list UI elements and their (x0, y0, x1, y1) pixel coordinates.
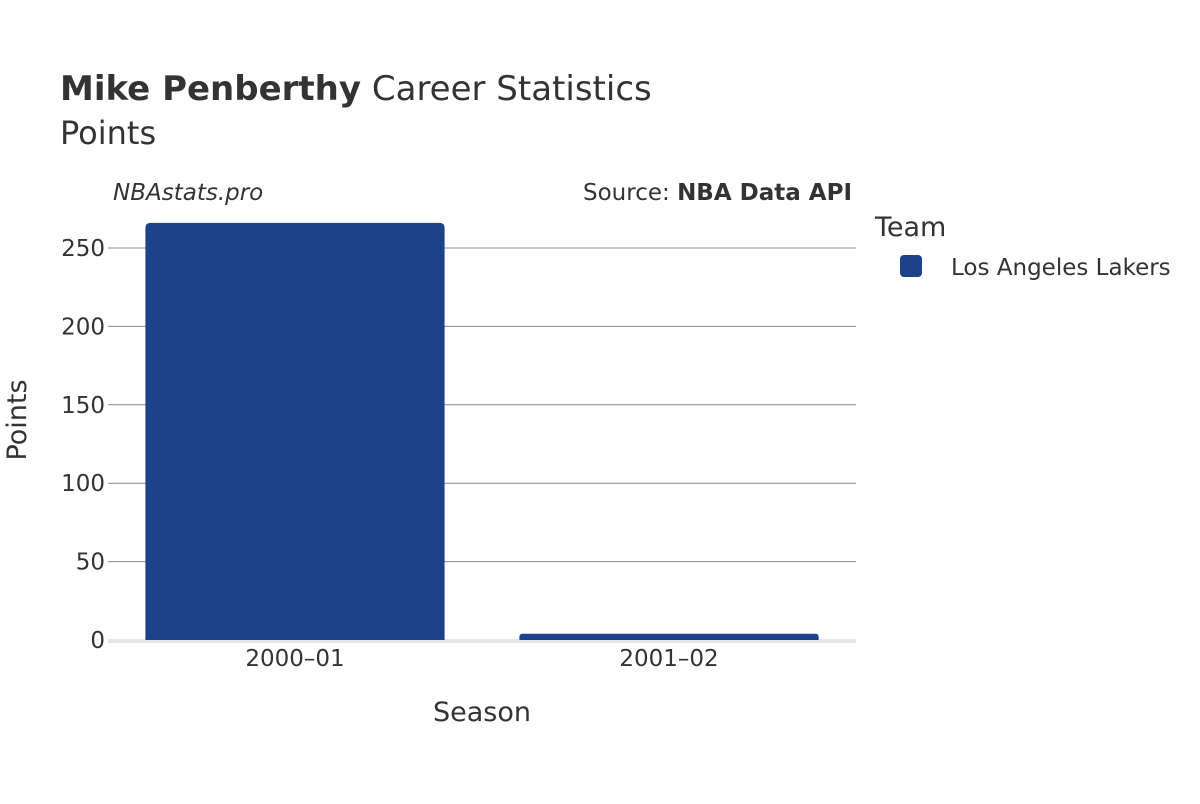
bars (145, 222, 819, 641)
y-tick-labels: 0 50 100 150 200 250 (61, 236, 105, 654)
y-axis-title: Points (2, 379, 33, 460)
legend-item-label: Los Angeles Lakers (951, 255, 1171, 281)
legend-swatch-lakers (900, 255, 922, 277)
source-name: NBA Data API (677, 180, 852, 206)
bar-2001–02[interactable] (519, 633, 819, 640)
chart-subtitle: Points (60, 114, 156, 152)
x-tick-labels: 2000–01 2001–02 (245, 646, 718, 672)
title-suffix: Career Statistics (361, 69, 652, 109)
y-tick-label: 100 (61, 471, 105, 497)
bar-2000–01[interactable] (145, 222, 445, 641)
y-tick-label: 150 (61, 393, 105, 419)
source-credit: Source: NBA Data API (583, 180, 852, 206)
y-tick-label: 200 (61, 314, 105, 340)
chart-title: Mike Penberthy Career Statistics (60, 69, 652, 109)
legend: Team Los Angeles Lakers (874, 212, 1171, 281)
x-tick-label: 2000–01 (245, 646, 344, 672)
x-axis-title: Season (433, 697, 531, 728)
player-name: Mike Penberthy (60, 69, 361, 109)
watermark: NBAstats.pro (113, 180, 263, 206)
x-tick-label: 2001–02 (619, 646, 718, 672)
y-tick-label: 250 (61, 236, 105, 262)
legend-title: Team (874, 212, 946, 243)
y-tick-label: 0 (90, 628, 105, 654)
source-prefix: Source: (583, 180, 677, 206)
y-tick-label: 50 (76, 550, 105, 576)
